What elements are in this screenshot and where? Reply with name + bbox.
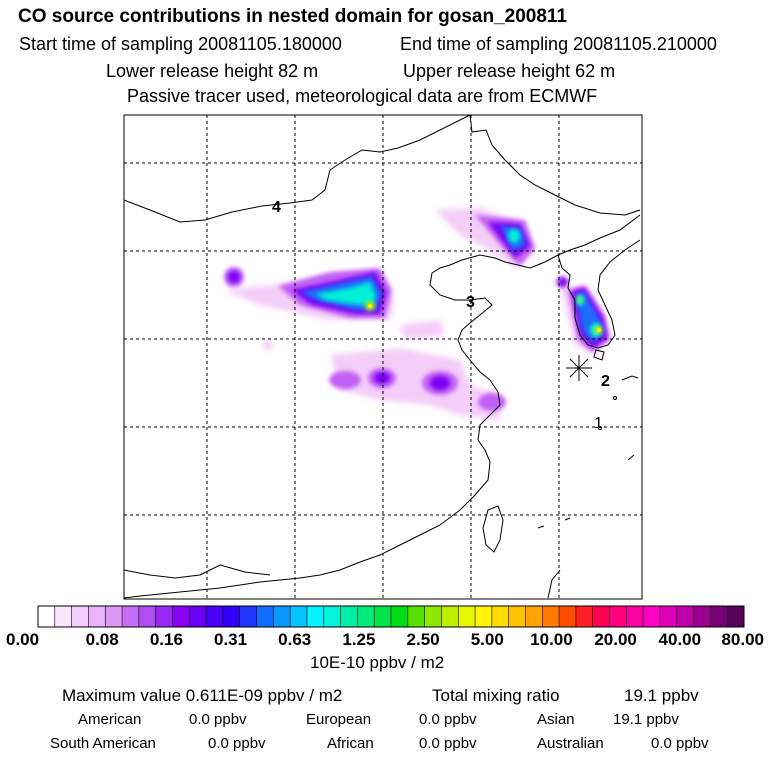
map-title: CO source contributions in nested domain… bbox=[18, 6, 568, 27]
end-time-label: End time of sampling 20081105.210000 bbox=[400, 34, 717, 54]
asian-label: Asian bbox=[537, 711, 575, 728]
legend-tick-label: 0.00 bbox=[6, 630, 40, 649]
total-mixing-ratio-label: Total mixing ratio bbox=[432, 686, 560, 705]
map-label-2: 2 bbox=[601, 373, 610, 390]
map-frame bbox=[123, 114, 643, 600]
legend-tick-label: 1.25 bbox=[342, 630, 376, 649]
max-value-label: Maximum value 0.611E-09 ppbv / m2 bbox=[62, 686, 343, 705]
start-time-label: Start time of sampling 20081105.180000 bbox=[19, 34, 342, 54]
australian-value: 0.0 ppbv bbox=[651, 735, 709, 752]
upper-release-height-label: Upper release height 62 m bbox=[403, 61, 616, 81]
legend-tick-label: 0.16 bbox=[149, 630, 183, 649]
asian-value: 19.1 ppbv bbox=[613, 711, 679, 728]
legend-tick-label: 40.00 bbox=[658, 630, 702, 649]
american-value: 0.0 ppbv bbox=[189, 711, 247, 728]
map-label-3: 3 bbox=[466, 294, 475, 311]
legend-tick-label: 2.50 bbox=[406, 630, 440, 649]
lower-release-height-label: Lower release height 82 m bbox=[106, 61, 319, 81]
legend-tick-label: 80.00 bbox=[721, 630, 764, 649]
map-label-4: 4 bbox=[272, 199, 281, 216]
lat-lon-grid bbox=[124, 115, 642, 599]
european-label: European bbox=[306, 711, 372, 728]
tracer-info-label: Passive tracer used, meteorological data… bbox=[127, 86, 598, 106]
african-value: 0.0 ppbv bbox=[419, 735, 477, 752]
coastline-borders bbox=[124, 115, 641, 599]
map-label-1: 1 bbox=[594, 415, 603, 432]
legend-tick-label: 0.63 bbox=[278, 630, 312, 649]
legend-tick-label: 10.00 bbox=[530, 630, 573, 649]
legend-tick-label: 5.00 bbox=[470, 630, 504, 649]
african-label: African bbox=[327, 735, 374, 752]
legend-units: 10E-10 ppbv / m2 bbox=[310, 653, 445, 672]
american-label: American bbox=[78, 711, 142, 728]
legend-tick-label: 0.31 bbox=[213, 630, 248, 649]
australian-label: Australian bbox=[537, 735, 604, 752]
asterisk-icon bbox=[566, 355, 592, 381]
total-mixing-ratio-value: 19.1 ppbv bbox=[624, 686, 699, 705]
map-panel: 4 3 2 1 bbox=[123, 114, 643, 600]
south-american-value: 0.0 ppbv bbox=[208, 735, 266, 752]
legend-tick-labels: 0.00 0.08 0.16 0.31 0.63 1.25 2.50 5.00 10.00 20.… bbox=[0, 630, 768, 650]
concentration-plume bbox=[224, 208, 610, 420]
legend-tick-label: 20.00 bbox=[594, 630, 637, 649]
legend-tick-label: 0.08 bbox=[85, 630, 119, 649]
south-american-label: South American bbox=[50, 735, 156, 752]
european-value: 0.0 ppbv bbox=[419, 711, 477, 728]
